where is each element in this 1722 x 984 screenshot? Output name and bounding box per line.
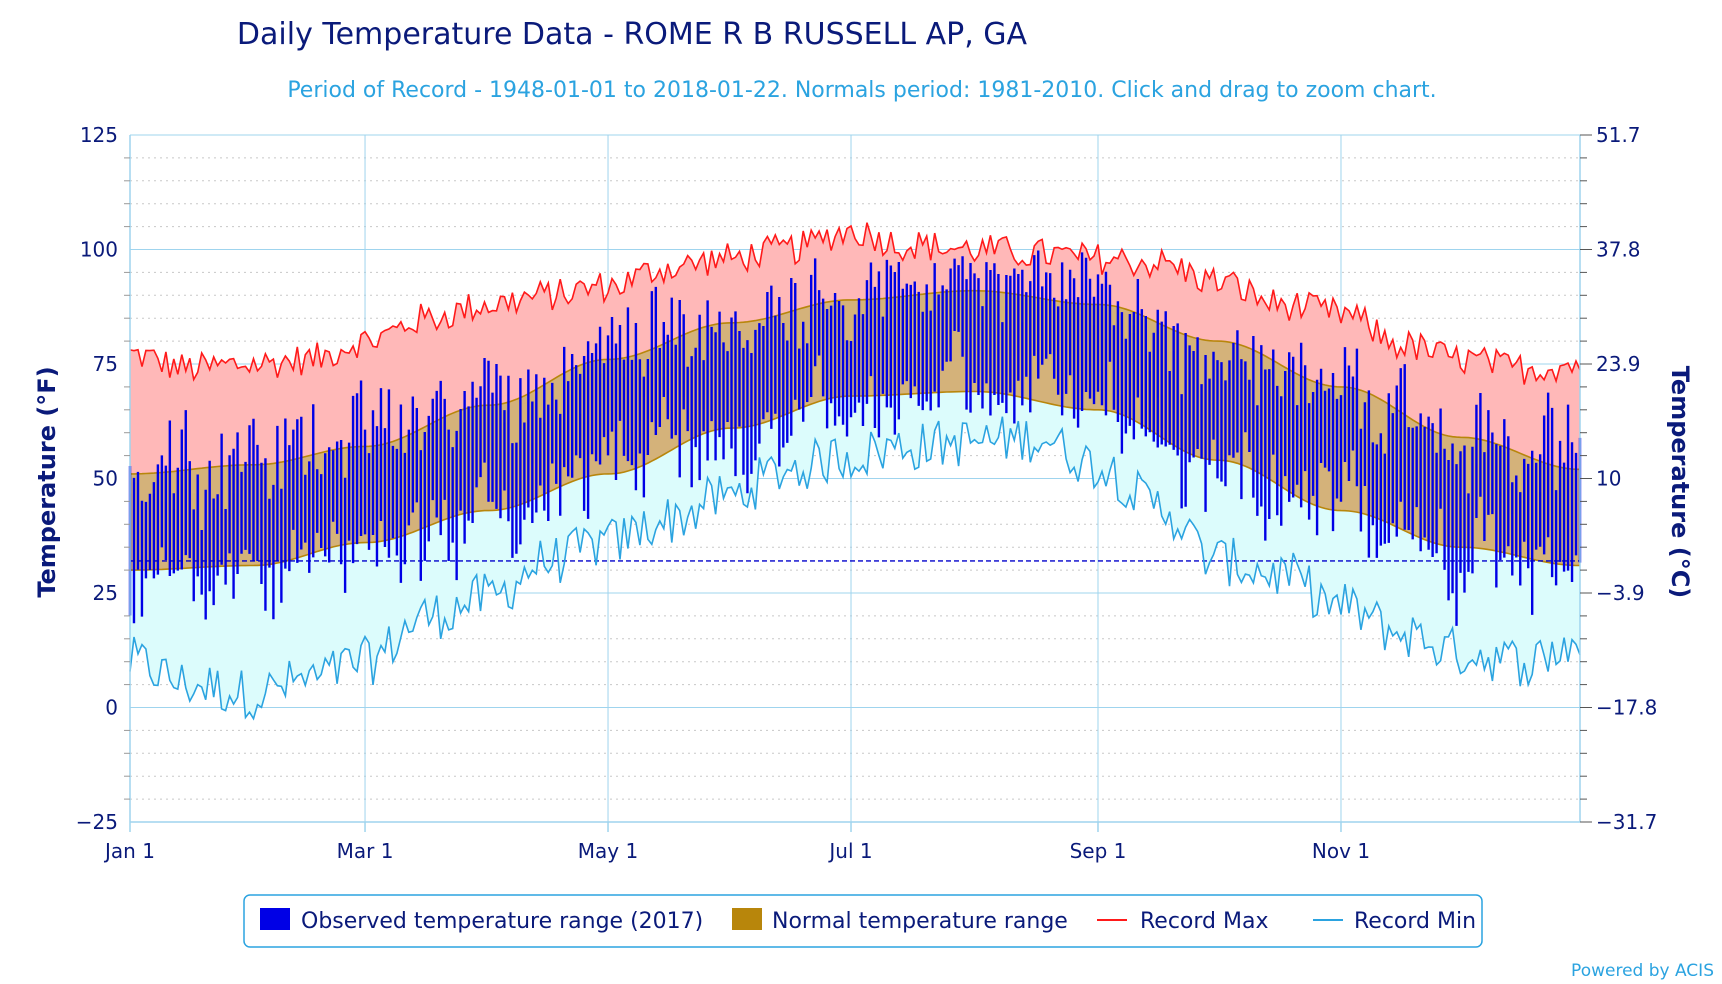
y-tick-label-c: −3.9 [1596, 581, 1645, 605]
y-tick-label-f: 0 [105, 696, 118, 720]
y-tick-label-f: −25 [76, 810, 118, 834]
legend-label-record-min[interactable]: Record Min [1354, 909, 1476, 934]
y-tick-label-f: 25 [93, 581, 118, 605]
legend-swatch-normal [732, 908, 762, 930]
acis-credit[interactable]: Powered by ACIS [1571, 961, 1714, 981]
normal-max-line [130, 289, 1580, 475]
record-max-area [130, 222, 1580, 474]
y-axis-title-left: Temperature (°F) [33, 366, 61, 597]
chart-legend[interactable]: Observed temperature range (2017) Normal… [243, 894, 1483, 948]
y-axis-title-right: Temperature (°C) [1666, 366, 1694, 599]
x-tick-label: Sep 1 [1070, 839, 1127, 863]
chart-subtitle: Period of Record - 1948-01-01 to 2018-01… [287, 78, 1436, 103]
legend-label-observed[interactable]: Observed temperature range (2017) [301, 909, 703, 934]
y-tick-label-c: −31.7 [1596, 810, 1657, 834]
legend-label-record-max[interactable]: Record Max [1140, 909, 1269, 934]
legend-swatch-observed [260, 908, 290, 930]
y-tick-label-f: 125 [80, 123, 118, 147]
record-max-line [129, 222, 1581, 385]
x-tick-label: Jul 1 [827, 839, 872, 863]
y-tick-label-f: 75 [93, 352, 118, 376]
legend-box [243, 894, 1483, 948]
record-lines [129, 222, 1581, 721]
chart-title: Daily Temperature Data - ROME R B RUSSEL… [237, 17, 1028, 52]
y-tick-label-c: −17.8 [1596, 696, 1657, 720]
y-tick-label-f: 50 [93, 467, 118, 491]
y-tick-label-c: 37.8 [1596, 238, 1641, 262]
y-tick-label-f: 100 [80, 238, 118, 262]
axes: 125 100 75 50 25 0 −25 51.7 37.8 23.9 10 −3.9 −17.8 −… [76, 123, 1658, 863]
x-tick-label: May 1 [578, 839, 638, 863]
legend-label-normal[interactable]: Normal temperature range [772, 909, 1068, 934]
x-tick-label: Jan 1 [103, 839, 155, 863]
y-tick-label-c: 23.9 [1596, 352, 1641, 376]
observed-bars [128, 250, 1582, 626]
x-tick-label: Nov 1 [1312, 839, 1370, 863]
x-tick-label: Mar 1 [337, 839, 394, 863]
y-tick-label-c: 10 [1596, 467, 1621, 491]
record-min-line [129, 416, 1581, 721]
y-tick-label-c: 51.7 [1596, 123, 1641, 147]
